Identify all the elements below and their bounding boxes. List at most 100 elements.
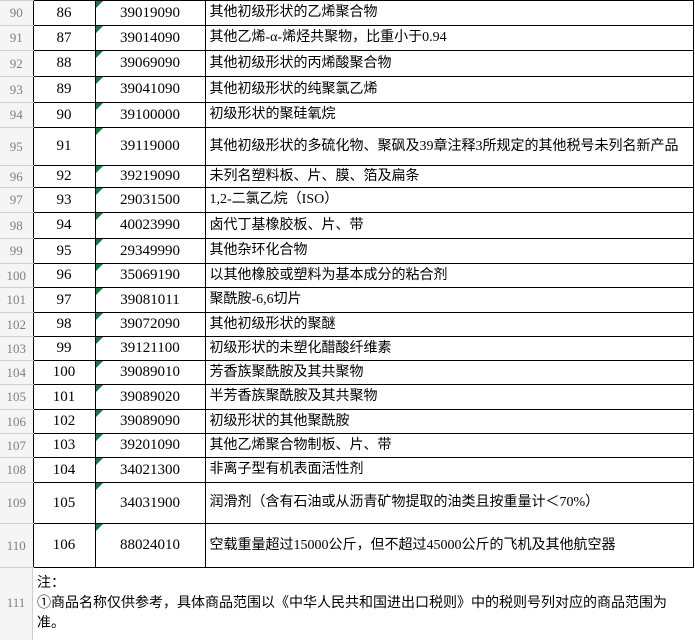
hs-code-cell[interactable]: 39072090 [94, 312, 206, 337]
hs-code-cell[interactable]: 39219090 [94, 165, 206, 188]
hs-code-cell[interactable]: 39014090 [94, 25, 206, 51]
sequence-cell[interactable]: 94 [32, 212, 96, 239]
description-cell[interactable]: 初级形状的未塑化醋酸纤维素 [204, 336, 694, 361]
number-stored-as-text-flag-icon [96, 337, 103, 344]
sequence-cell[interactable]: 103 [32, 433, 96, 458]
row-header-100[interactable]: 100 [0, 263, 33, 288]
sequence-cell[interactable]: 89 [32, 76, 96, 103]
hs-code-cell[interactable]: 39041090 [94, 76, 206, 103]
hs-code-cell[interactable]: 39121100 [94, 336, 206, 361]
sequence-cell[interactable]: 97 [32, 287, 96, 313]
row-header-111[interactable]: 111 [0, 568, 33, 640]
row-header-90[interactable]: 90 [0, 0, 33, 26]
number-stored-as-text-flag-icon [96, 26, 103, 33]
table-row: 100 96 35069190 以其他橡胶或塑料为基本成分的粘合剂 [0, 263, 694, 288]
description-cell[interactable]: 未列名塑料板、片、膜、箔及扁条 [204, 165, 694, 188]
hs-code-cell[interactable]: 39081011 [94, 287, 206, 313]
row-header-105[interactable]: 105 [0, 384, 33, 410]
table-row: 95 91 39119000 其他初级形状的多硫化物、聚砜及39章注释3所规定的其他税… [0, 127, 694, 166]
number-stored-as-text-flag-icon [96, 458, 103, 465]
description-cell[interactable]: 芳香族聚酰胺及其共聚物 [204, 360, 694, 385]
sequence-cell[interactable]: 100 [32, 360, 96, 385]
row-header-91[interactable]: 91 [0, 25, 33, 51]
row-header-108[interactable]: 108 [0, 457, 33, 483]
description-cell[interactable]: 初级形状的其他聚酰胺 [204, 409, 694, 434]
sequence-cell[interactable]: 93 [32, 187, 96, 213]
description-cell[interactable]: 其他初级形状的丙烯酸聚合物 [204, 50, 694, 77]
description-cell[interactable]: 润滑剂（含有石油或从沥青矿物提取的油类且按重量计＜70%） [204, 482, 694, 524]
sequence-cell[interactable]: 104 [32, 457, 96, 483]
row-header-93[interactable]: 93 [0, 76, 33, 103]
sequence-cell[interactable]: 98 [32, 312, 96, 337]
number-stored-as-text-flag-icon [96, 1, 103, 8]
row-header-101[interactable]: 101 [0, 287, 33, 313]
hs-code-cell[interactable]: 39100000 [94, 102, 206, 128]
row-header-96[interactable]: 96 [0, 165, 33, 188]
row-header-110[interactable]: 110 [0, 523, 33, 568]
sequence-cell[interactable]: 87 [32, 25, 96, 51]
sequence-cell[interactable]: 88 [32, 50, 96, 77]
hs-code-cell[interactable]: 39019090 [94, 0, 206, 26]
table-row: 101 97 39081011 聚酰胺-6,6切片 [0, 287, 694, 313]
sequence-cell[interactable]: 101 [32, 384, 96, 410]
number-stored-as-text-flag-icon [96, 361, 103, 368]
hs-code-cell[interactable]: 34031900 [94, 482, 206, 524]
description-cell[interactable]: 其他乙烯聚合物制板、片、带 [204, 433, 694, 458]
row-header-95[interactable]: 95 [0, 127, 33, 166]
hs-code-cell[interactable]: 35069190 [94, 263, 206, 288]
description-cell[interactable]: 其他初级形状的聚醚 [204, 312, 694, 337]
hs-code-cell[interactable]: 39119000 [94, 127, 206, 166]
sequence-cell[interactable]: 86 [32, 0, 96, 26]
sequence-cell[interactable]: 95 [32, 238, 96, 264]
sequence-cell[interactable]: 91 [32, 127, 96, 166]
description-cell[interactable]: 初级形状的聚硅氧烷 [204, 102, 694, 128]
sequence-cell[interactable]: 102 [32, 409, 96, 434]
footnote-row: 111 注： ①商品名称仅供参考，具体商品范围以《中华人民共和国进出口税则》中的… [0, 568, 695, 640]
sequence-cell[interactable]: 106 [32, 523, 96, 568]
hs-code-cell[interactable]: 29031500 [94, 187, 206, 213]
row-header-104[interactable]: 104 [0, 360, 33, 385]
row-header-92[interactable]: 92 [0, 50, 33, 77]
row-header-99[interactable]: 99 [0, 238, 33, 264]
sequence-cell[interactable]: 96 [32, 263, 96, 288]
hs-code-cell[interactable]: 39069090 [94, 50, 206, 77]
footnote-label: 注： [37, 576, 65, 591]
sequence-cell[interactable]: 105 [32, 482, 96, 524]
description-cell[interactable]: 其他初级形状的纯聚氯乙烯 [204, 76, 694, 103]
row-header-109[interactable]: 109 [0, 482, 33, 524]
description-cell[interactable]: 卤代丁基橡胶板、片、带 [204, 212, 694, 239]
description-cell[interactable]: 聚酰胺-6,6切片 [204, 287, 694, 313]
description-cell[interactable]: 1,2-二氯乙烷（ISO） [204, 187, 694, 213]
hs-code-cell[interactable]: 34021300 [94, 457, 206, 483]
row-header-97[interactable]: 97 [0, 187, 33, 213]
sequence-cell[interactable]: 90 [32, 102, 96, 128]
description-cell[interactable]: 其他初级形状的多硫化物、聚砜及39章注释3所规定的其他税号未列名新产品 [204, 127, 694, 166]
number-stored-as-text-flag-icon [96, 288, 103, 295]
row-header-107[interactable]: 107 [0, 433, 33, 458]
table-row: 104 100 39089010 芳香族聚酰胺及其共聚物 [0, 360, 694, 385]
sequence-cell[interactable]: 92 [32, 165, 96, 188]
hs-code-cell[interactable]: 88024010 [94, 523, 206, 568]
hs-code-cell[interactable]: 40023990 [94, 212, 206, 239]
description-cell[interactable]: 半芳香族聚酰胺及其共聚物 [204, 384, 694, 410]
hs-code-cell[interactable]: 29349990 [94, 238, 206, 264]
number-stored-as-text-flag-icon [96, 264, 103, 271]
hs-code-cell[interactable]: 39201090 [94, 433, 206, 458]
row-header-103[interactable]: 103 [0, 336, 33, 361]
hs-code-cell[interactable]: 39089020 [94, 384, 206, 410]
description-cell[interactable]: 以其他橡胶或塑料为基本成分的粘合剂 [204, 263, 694, 288]
row-header-94[interactable]: 94 [0, 102, 33, 128]
footnote-cell[interactable]: 注： ①商品名称仅供参考，具体商品范围以《中华人民共和国进出口税则》中的税则号列… [33, 568, 695, 640]
description-cell[interactable]: 其他初级形状的乙烯聚合物 [204, 0, 694, 26]
row-header-102[interactable]: 102 [0, 312, 33, 337]
description-cell[interactable]: 其他杂环化合物 [204, 238, 694, 264]
description-cell[interactable]: 其他乙烯-α-烯烃共聚物，比重小于0.94 [204, 25, 694, 51]
row-header-98[interactable]: 98 [0, 212, 33, 239]
hs-code-cell[interactable]: 39089010 [94, 360, 206, 385]
sequence-cell[interactable]: 99 [32, 336, 96, 361]
hs-code-cell[interactable]: 39089090 [94, 409, 206, 434]
description-cell[interactable]: 非离子型有机表面活性剂 [204, 457, 694, 483]
description-cell[interactable]: 空载重量超过15000公斤，但不超过45000公斤的飞机及其他航空器 [204, 523, 694, 568]
row-header-106[interactable]: 106 [0, 409, 33, 434]
number-stored-as-text-flag-icon [96, 410, 103, 417]
